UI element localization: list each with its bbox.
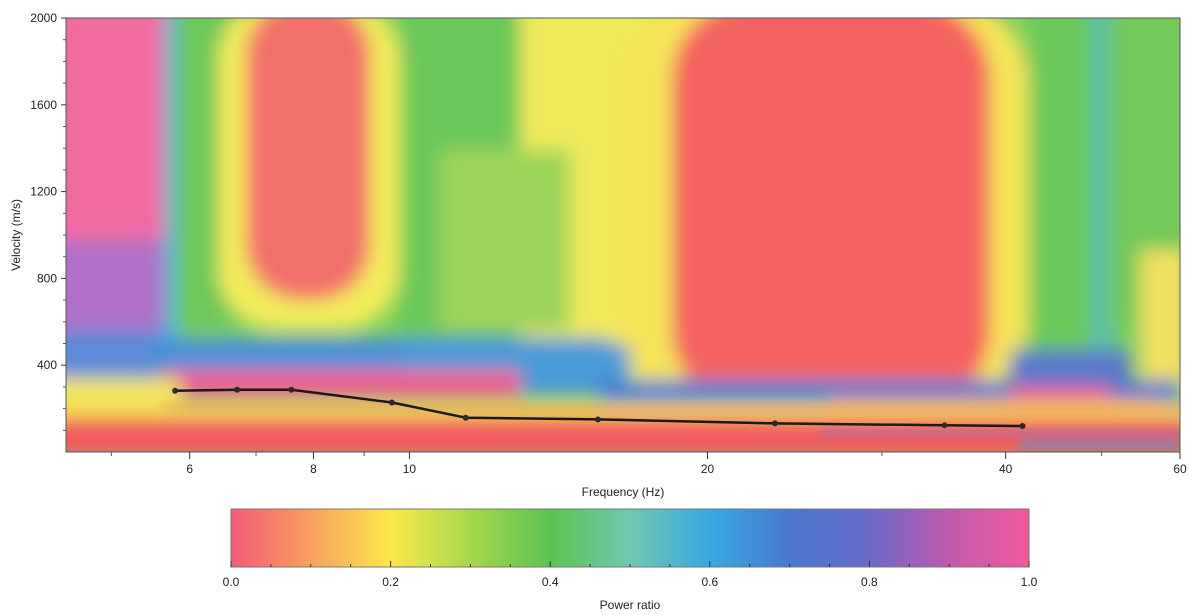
colorbar-axis: 0.0 0.2 0.4 0.6 0.8 1.0	[223, 561, 1038, 589]
x-tick-label: 10	[403, 462, 417, 476]
y-tick-label: 1600	[30, 98, 57, 112]
colorbar	[230, 508, 1030, 568]
dispersion-point	[172, 387, 179, 394]
y-tick-label: 400	[37, 358, 57, 372]
x-tick-label: 20	[701, 462, 715, 476]
x-tick-label: 6	[186, 462, 193, 476]
x-tick-label: 8	[310, 462, 317, 476]
colorbar-tick-label: 1.0	[1021, 575, 1038, 589]
dispersion-point	[594, 416, 601, 423]
x-axis: 6 8 10 20 40 60	[110, 452, 1187, 476]
heatmap-streaks	[160, 404, 1180, 450]
dispersion-curve	[172, 386, 1026, 429]
colorbar-tick-label: 0.2	[382, 575, 399, 589]
dispersion-point	[1019, 422, 1026, 429]
y-tick-label: 1200	[30, 185, 57, 199]
colorbar-title: Power ratio	[600, 598, 661, 612]
y-tick-label: 2000	[30, 11, 57, 25]
y-axis: 400 800 1200 1600 2000	[30, 11, 66, 431]
x-tick-label: 40	[999, 462, 1013, 476]
dispersion-point	[288, 386, 295, 393]
colorbar-tick-label: 0.4	[542, 575, 559, 589]
y-tick-label: 800	[37, 271, 57, 285]
heatmap	[66, 18, 1180, 452]
dispersion-point	[234, 386, 241, 393]
x-tick-label: 60	[1173, 462, 1187, 476]
heatmap-regions	[66, 18, 1180, 452]
dispersion-point	[388, 399, 395, 406]
colorbar-tick-label: 0.6	[701, 575, 718, 589]
dispersion-point	[462, 414, 469, 421]
colorbar-tick-label: 0.0	[223, 575, 240, 589]
x-axis-title: Frequency (Hz)	[582, 485, 665, 499]
dispersion-point	[772, 420, 779, 427]
colorbar-tick-label: 0.8	[861, 575, 878, 589]
dispersion-point	[941, 422, 948, 429]
y-axis-title: Velocity (m/s)	[9, 199, 23, 271]
